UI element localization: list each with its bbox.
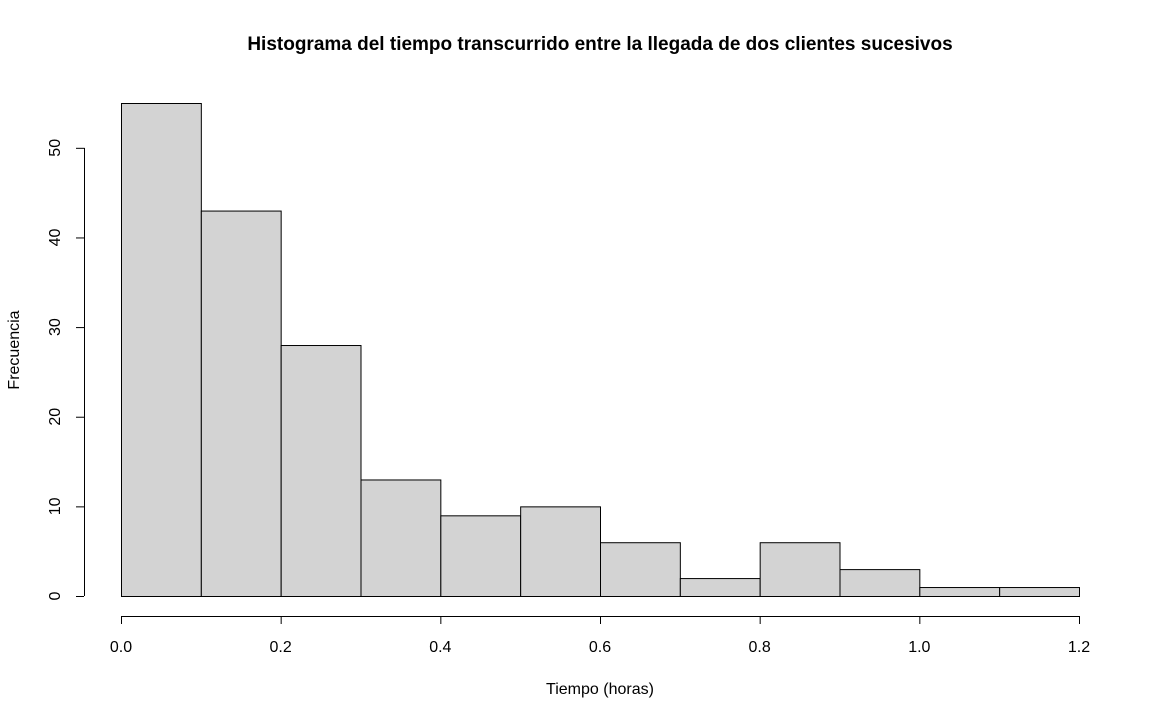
x-tick-label: 0.2: [270, 639, 292, 656]
x-axis-label: Tiempo (horas): [546, 681, 654, 698]
histogram-bar: [839, 569, 921, 597]
y-tick-label: 30: [47, 318, 64, 336]
x-tick-label: 1.0: [908, 639, 930, 656]
histogram-bar: [360, 479, 442, 597]
x-axis: 0.0 0.2 0.4 0.6 0.8 1.0 1.2: [110, 616, 1090, 656]
x-tick-label: 0.4: [429, 639, 451, 656]
y-tick-label: 50: [47, 139, 64, 157]
histogram-bar: [520, 506, 602, 598]
y-tick-label: 20: [47, 408, 64, 426]
histogram-bar: [440, 515, 522, 597]
y-tick-label: 40: [47, 228, 64, 246]
x-tick-label: 0.6: [589, 639, 611, 656]
y-axis-label: Frecuencia: [6, 310, 23, 389]
y-tick-label: 10: [47, 497, 64, 515]
y-axis: 0 10 20 30 40 50: [47, 139, 85, 600]
x-tick-label: 0.0: [110, 639, 132, 656]
histogram-bar: [679, 578, 761, 598]
histogram-bar: [200, 210, 282, 597]
chart-title: Histograma del tiempo transcurrido entre…: [247, 34, 952, 55]
x-tick-label: 1.2: [1068, 639, 1090, 656]
histogram-bar: [280, 345, 362, 597]
x-tick-label: 0.8: [749, 639, 771, 656]
y-tick-label: 0: [47, 591, 64, 600]
histogram-bar: [121, 103, 202, 597]
histogram-bar: [999, 587, 1081, 598]
histogram-bar: [919, 587, 1001, 598]
bars-layer: [121, 103, 1081, 598]
histogram-bar: [600, 542, 681, 598]
histogram-bar: [759, 542, 841, 598]
